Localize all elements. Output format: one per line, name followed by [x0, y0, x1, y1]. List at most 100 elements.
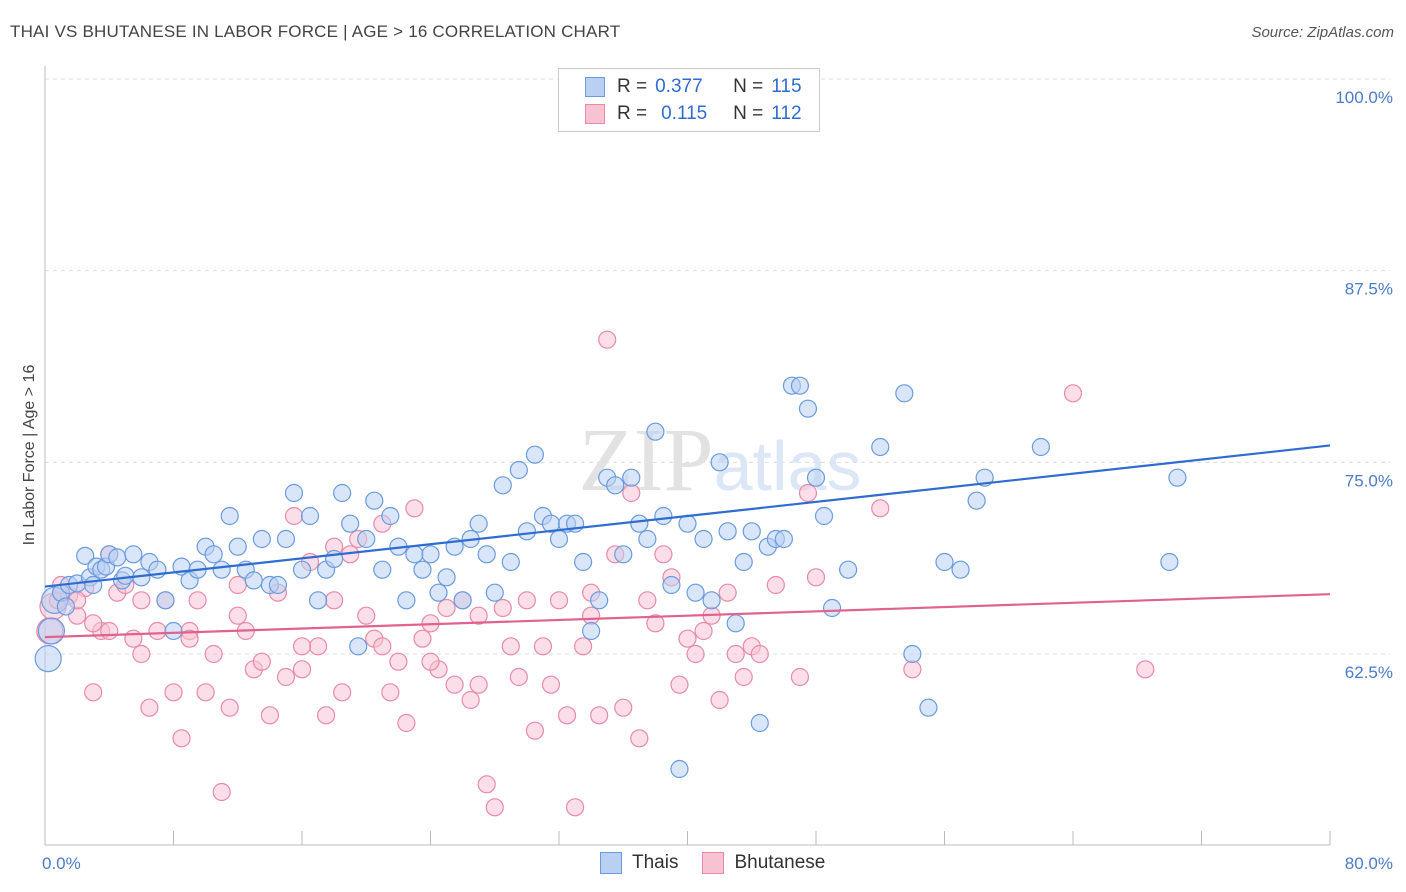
thais-point [164, 621, 183, 641]
bhutanese-point [517, 591, 536, 610]
thais-point [582, 621, 601, 641]
thais-point [421, 545, 440, 564]
thais-swatch [585, 77, 605, 97]
series-legend: Thais Bhutanese [600, 852, 849, 874]
bhutanese-point [228, 606, 247, 625]
bhutanese-point [525, 721, 545, 740]
thais-point [308, 591, 328, 610]
thais-point [292, 560, 312, 579]
bhutanese-point [308, 637, 328, 656]
thais-point [686, 583, 705, 602]
bhutanese-point [493, 598, 512, 618]
bhutanese-point [477, 775, 496, 794]
thais-point [742, 522, 761, 541]
thais-point [252, 529, 271, 549]
trend-lines [44, 444, 1331, 639]
bhutanese-point [260, 706, 279, 725]
thais-point [614, 545, 633, 564]
thais-point [822, 598, 842, 618]
bhutanese-point [188, 591, 207, 610]
thais-point [919, 698, 938, 717]
bhutanese-point [646, 614, 665, 633]
thais-point [341, 514, 360, 533]
bhutanese-point [710, 690, 729, 710]
bhutanese-point [734, 667, 753, 687]
thais-trend-line [44, 444, 1331, 588]
bhutanese-point [1136, 660, 1155, 679]
thais-point [373, 560, 392, 579]
bhutanese-point [461, 690, 480, 710]
bhutanese-point [565, 798, 585, 817]
legend-row-bhutanese: R = 0.115 N = 112 [585, 102, 802, 126]
thais-point [951, 560, 970, 579]
bhutanese-swatch [585, 104, 605, 124]
source-label: Source: ZipAtlas.com [1251, 24, 1394, 41]
legend-item-bhutanese[interactable]: Bhutanese [702, 852, 825, 874]
bhutanese-point [485, 798, 504, 817]
thais-point [56, 597, 75, 616]
bhutanese-point [445, 675, 464, 694]
y-tick-label: 62.5% [1345, 663, 1393, 682]
thais-point [694, 529, 713, 549]
bhutanese-point [469, 606, 488, 625]
thais-point [108, 548, 127, 567]
bhutanese-point [325, 591, 344, 610]
thais-point [365, 491, 384, 510]
n-value: 115 [771, 76, 802, 97]
thais-point [37, 617, 66, 645]
legend-item-thais[interactable]: Thais [600, 852, 678, 874]
bhutanese-point [397, 713, 416, 733]
thais-point [220, 506, 239, 526]
bhutanese-point [284, 506, 304, 526]
thais-point [662, 575, 681, 595]
n-label: N = [733, 76, 764, 97]
thais-point [405, 545, 424, 564]
bhutanese-point [638, 591, 657, 610]
bhutanese-point [357, 606, 376, 625]
bhutanese-point [509, 667, 528, 687]
bhutanese-point [405, 499, 424, 518]
bhutanese-point [437, 598, 456, 618]
y-tick-label: 100.0% [1335, 88, 1393, 107]
thais-point [413, 560, 432, 579]
watermark: ZIPatlas [579, 411, 862, 510]
bhutanese-point [806, 568, 826, 587]
bhutanese-point [718, 583, 737, 602]
bhutanese-point [790, 667, 810, 687]
bhutanese-point [533, 637, 553, 656]
bhutanese-point [798, 483, 818, 503]
bhutanese-point [132, 591, 151, 610]
bhutanese-point [766, 575, 785, 595]
bhutanese-point [557, 706, 577, 725]
bhutanese-point [140, 698, 159, 717]
bhutanese-point [654, 545, 673, 564]
bhutanese-point [292, 660, 312, 679]
thais-point [702, 591, 721, 610]
r-value: 0.115 [661, 103, 708, 124]
y-tick-labels: 62.5% 75.0% 87.5% 100.0% [1335, 88, 1393, 682]
n-value: 112 [771, 103, 802, 124]
bhutanese-point [389, 652, 408, 671]
thais-point [485, 583, 504, 602]
bhutanese-point [180, 629, 199, 648]
thais-point [814, 506, 834, 526]
thais-point [1168, 468, 1187, 487]
r-label: R = [617, 76, 648, 97]
thais-point [903, 644, 922, 664]
bhutanese-point [670, 675, 689, 694]
legend-row-thais: R = 0.377 N = 115 [585, 75, 802, 99]
thais-point [124, 545, 143, 564]
n-label: N = [733, 103, 764, 124]
thais-point [646, 422, 665, 441]
bhutanese-point [373, 637, 392, 656]
bhutanese-point [124, 629, 143, 648]
correlation-legend: R = 0.377 N = 115 R = 0.115 N = 112 [558, 68, 820, 132]
thais-point [710, 453, 729, 472]
thais-point [469, 514, 488, 533]
thais-point [84, 575, 103, 595]
bhutanese-point [573, 637, 593, 656]
thais-point [204, 545, 223, 564]
thais-point [501, 552, 520, 572]
bhutanese-point [590, 706, 609, 725]
thais-point [76, 546, 95, 565]
